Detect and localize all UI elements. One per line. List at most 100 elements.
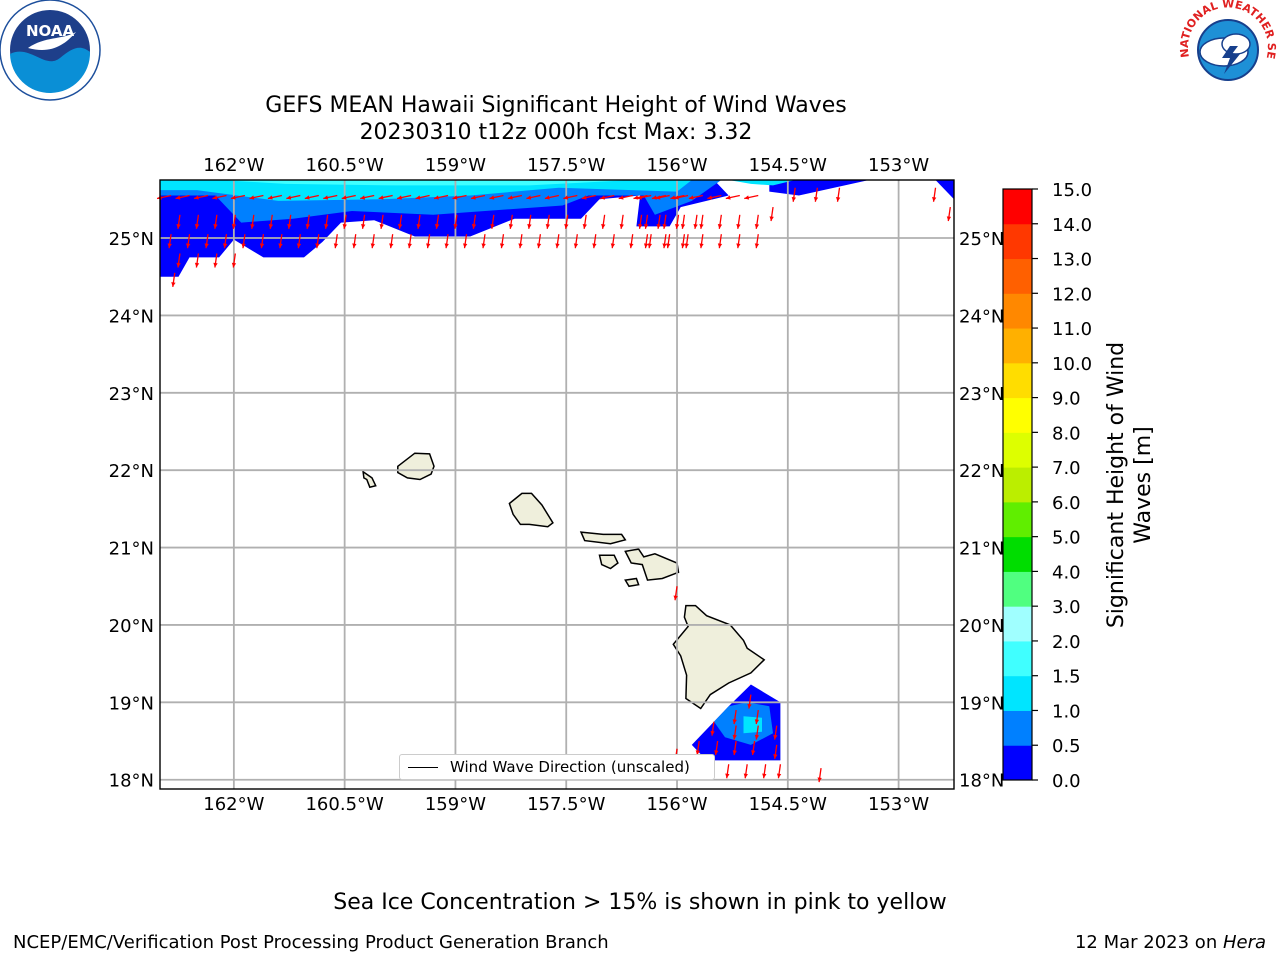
direction-arrow bbox=[651, 194, 667, 200]
island-kahoolawe bbox=[624, 577, 640, 588]
direction-arrow bbox=[193, 194, 209, 200]
colorbar-tick-label: 5.0 bbox=[1052, 528, 1081, 549]
direction-arrow bbox=[305, 214, 310, 229]
lat-tick-label-right: 25°N bbox=[959, 229, 1004, 250]
direction-arrow bbox=[222, 234, 228, 249]
footer-date: 12 Mar 2023 on Hera bbox=[1075, 932, 1266, 953]
direction-arrow bbox=[643, 234, 649, 249]
lat-tick-label-right: 24°N bbox=[959, 306, 1004, 327]
lon-tick-label-bottom: 153°W bbox=[868, 794, 929, 815]
direction-arrow bbox=[695, 740, 700, 756]
islands bbox=[362, 452, 766, 710]
direction-arrow bbox=[581, 194, 596, 200]
direction-arrow bbox=[370, 234, 375, 249]
lat-tick-label-left: 18°N bbox=[109, 771, 154, 792]
direction-arrow bbox=[573, 234, 579, 249]
direction-arrow bbox=[732, 725, 737, 740]
direction-arrow bbox=[662, 234, 667, 249]
direction-arrow bbox=[186, 234, 191, 249]
legend-label: Wind Wave Direction (unscaled) bbox=[450, 758, 690, 776]
direction-arrow bbox=[776, 764, 782, 779]
direction-arrow bbox=[751, 740, 756, 756]
island-maui bbox=[624, 548, 680, 581]
direction-arrow bbox=[674, 214, 680, 229]
colorbar-tick-label: 0.0 bbox=[1052, 771, 1081, 792]
direction-arrow bbox=[212, 194, 227, 200]
nws-logo: NATIONAL WEATHER SERVICE bbox=[1178, 0, 1278, 96]
colorbar-segment bbox=[1003, 675, 1032, 711]
direction-arrow bbox=[836, 187, 841, 202]
direction-arrow bbox=[662, 214, 667, 229]
direction-arrow bbox=[773, 744, 778, 759]
direction-arrow bbox=[754, 709, 760, 725]
graticule bbox=[160, 180, 954, 789]
lon-tick-label-bottom: 156°W bbox=[646, 794, 707, 815]
direction-arrow bbox=[171, 272, 176, 287]
direction-arrow bbox=[582, 214, 587, 229]
island-kauai bbox=[397, 452, 435, 481]
colorbar-segment bbox=[1003, 467, 1032, 503]
direction-arrow bbox=[732, 740, 737, 756]
colorbar-segment bbox=[1003, 258, 1032, 294]
direction-arrow bbox=[680, 214, 686, 229]
wave-height-region bbox=[728, 180, 796, 186]
direction-arrow bbox=[315, 234, 320, 249]
direction-arrow bbox=[352, 234, 357, 249]
direction-arrow bbox=[638, 214, 643, 229]
direction-arrow bbox=[507, 194, 523, 200]
colorbar-segment bbox=[1003, 606, 1032, 642]
direction-arrow bbox=[666, 234, 671, 249]
direction-arrow bbox=[536, 234, 542, 249]
colorbar-tick-label: 13.0 bbox=[1052, 250, 1092, 271]
wave-height-region bbox=[219, 180, 633, 186]
direction-arrow bbox=[304, 194, 319, 200]
colorbar-tick-label: 9.0 bbox=[1052, 389, 1081, 410]
lat-tick-label-left: 19°N bbox=[109, 693, 154, 714]
lon-tick-label-bottom: 159°W bbox=[425, 794, 486, 815]
direction-arrow bbox=[499, 234, 505, 249]
wave-height-region bbox=[743, 716, 762, 734]
map-frame bbox=[159, 179, 955, 790]
lon-tick-label-bottom: 160.5°W bbox=[305, 794, 384, 815]
colorbar-segment bbox=[1003, 189, 1032, 225]
direction-arrow bbox=[610, 234, 616, 249]
colorbar-segment bbox=[1003, 536, 1032, 572]
direction-arrow bbox=[762, 764, 767, 779]
colorbar-segment bbox=[1003, 397, 1032, 433]
island-hawaii bbox=[672, 604, 766, 710]
direction-arrow bbox=[415, 194, 430, 200]
colorbar-tick-label: 1.5 bbox=[1052, 667, 1081, 688]
colorbar-segment bbox=[1003, 432, 1032, 468]
lon-tick-label-top: 153°W bbox=[868, 155, 929, 176]
direction-arrow bbox=[194, 253, 200, 268]
direction-arrow bbox=[175, 194, 190, 200]
direction-arrow bbox=[453, 214, 458, 229]
direction-arrow bbox=[361, 214, 366, 229]
direction-arrow bbox=[817, 768, 822, 783]
lat-tick-label-left: 21°N bbox=[109, 539, 154, 560]
direction-arrow bbox=[544, 194, 559, 200]
colorbar-segment bbox=[1003, 223, 1032, 260]
colorbar-label-line-1: Significant Height of Wind bbox=[1104, 342, 1129, 628]
direction-arrow bbox=[555, 234, 560, 249]
tick-labels: 162°W 162°W 160.5°W 160.5°W 159°W 159°W 157.5°… bbox=[109, 155, 1005, 815]
direction-arrow bbox=[341, 194, 356, 200]
direction-arrow bbox=[592, 234, 597, 249]
lat-tick-label-left: 23°N bbox=[109, 384, 154, 405]
direction-arrow bbox=[433, 194, 449, 200]
island-molokai bbox=[579, 531, 627, 545]
direction-arrow bbox=[333, 234, 339, 249]
island-oahu bbox=[508, 492, 554, 528]
lon-tick-label-bottom: 162°W bbox=[203, 794, 264, 815]
direction-arrow bbox=[743, 764, 748, 779]
direction-arrow bbox=[707, 194, 722, 200]
lon-tick-label-bottom: 154.5°W bbox=[749, 794, 828, 815]
direction-arrow bbox=[699, 234, 704, 249]
direction-arrow bbox=[656, 214, 661, 229]
colorbar-tick-label: 12.0 bbox=[1052, 284, 1092, 305]
direction-arrow bbox=[176, 253, 181, 268]
colorbar-tick-label: 2.0 bbox=[1052, 632, 1081, 653]
colorbar-segment bbox=[1003, 293, 1032, 329]
lon-tick-label-top: 159°W bbox=[425, 155, 486, 176]
